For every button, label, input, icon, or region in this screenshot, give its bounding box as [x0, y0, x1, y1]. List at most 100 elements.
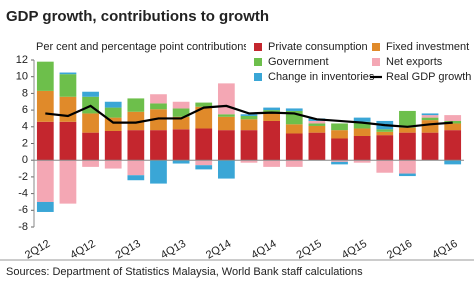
bar [195, 128, 213, 161]
bar [376, 160, 394, 173]
bar [308, 123, 326, 126]
y-tick-label: -6 [18, 204, 28, 216]
bar [127, 98, 145, 112]
y-tick-label: -4 [18, 188, 28, 200]
bar [59, 72, 77, 75]
bar [217, 130, 235, 161]
bar [36, 90, 54, 122]
bar [59, 160, 77, 204]
bar [399, 173, 416, 177]
legend-swatch [372, 43, 380, 51]
bar [217, 83, 235, 115]
bar [104, 117, 122, 131]
bar [331, 160, 348, 162]
line [45, 104, 453, 128]
bar [240, 130, 258, 161]
bar [444, 120, 462, 124]
legend-label: Government [268, 56, 329, 68]
y-tick-label: 10 [16, 71, 28, 83]
bar [285, 108, 303, 111]
legend-swatch [254, 43, 262, 51]
y-tick-label: 2 [22, 137, 28, 149]
bar [263, 160, 281, 167]
bar [127, 160, 145, 176]
bar [217, 116, 235, 131]
bar [172, 108, 190, 117]
bar [285, 160, 303, 167]
bar [36, 61, 54, 91]
legend-swatch [254, 58, 262, 66]
chart-title: GDP growth, contributions to growth [6, 8, 269, 25]
bar [421, 120, 439, 133]
bar [263, 112, 281, 121]
bar [59, 96, 77, 122]
bar [36, 201, 54, 212]
bar [263, 120, 281, 161]
bar [444, 160, 462, 165]
bar [240, 115, 258, 120]
legend-label: Net exports [386, 56, 443, 68]
bar [444, 115, 462, 121]
bar [285, 124, 303, 134]
bar [82, 160, 99, 167]
bar [263, 110, 281, 113]
bar [150, 103, 167, 110]
bar [59, 74, 77, 97]
x-tick-label: 2Q15 [295, 238, 324, 262]
bar [195, 106, 213, 129]
bar [172, 129, 190, 161]
bar [308, 125, 326, 133]
bar [331, 161, 348, 165]
bar [353, 121, 371, 129]
bar [59, 121, 77, 161]
legend-label: Real GDP growth [386, 71, 471, 83]
bar [217, 114, 235, 117]
bar [353, 128, 371, 136]
bar [172, 101, 190, 109]
bar [376, 135, 394, 161]
x-tick-label: 4Q12 [68, 238, 97, 262]
source: Sources: Department of Statistics Malays… [6, 266, 363, 278]
bar [399, 160, 416, 174]
bar [104, 130, 122, 161]
bar [263, 107, 281, 111]
bar [421, 132, 439, 161]
x-tick-label: 4Q16 [430, 238, 459, 262]
legend-swatch [254, 73, 262, 81]
y-tick-label: -8 [18, 221, 28, 233]
bar [150, 109, 167, 131]
y-tick-label: 4 [22, 121, 28, 133]
legend-label: Fixed investment [386, 41, 469, 53]
y-tick-label: 12 [16, 54, 28, 66]
bar [127, 175, 145, 181]
bar [285, 133, 303, 161]
x-tick-label: 4Q15 [340, 238, 369, 262]
bar [172, 160, 190, 164]
x-tick-label: 4Q13 [159, 238, 188, 262]
legend-label: Change in inventories [268, 71, 375, 83]
bar [444, 130, 462, 161]
bar [150, 94, 167, 104]
bar [82, 113, 99, 133]
bar [127, 130, 145, 161]
legend-box [246, 38, 472, 86]
chart-subtitle: Per cent and percentage point contributi… [36, 41, 249, 53]
bar [421, 113, 439, 116]
bar [331, 123, 348, 131]
bar [104, 107, 122, 118]
bar [195, 102, 213, 107]
bar [331, 138, 348, 161]
bar [399, 127, 416, 133]
bar [172, 116, 190, 130]
bar [240, 119, 258, 131]
y-tick-label: 0 [22, 154, 28, 166]
bar [240, 160, 258, 163]
y-tick-label: 8 [22, 87, 28, 99]
bar [353, 135, 371, 161]
bar [308, 120, 326, 124]
y-tick-label: 6 [22, 104, 28, 116]
x-tick-label: 2Q12 [23, 238, 52, 262]
bar [353, 117, 371, 122]
bar [240, 114, 258, 116]
bar [82, 91, 99, 97]
